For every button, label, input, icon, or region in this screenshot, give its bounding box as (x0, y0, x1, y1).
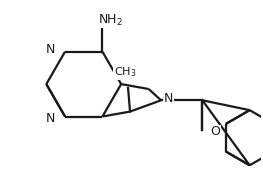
Text: N: N (46, 112, 55, 125)
Text: O: O (210, 125, 220, 138)
Text: N: N (46, 43, 55, 56)
Text: N: N (164, 92, 173, 105)
Text: NH$_2$: NH$_2$ (98, 13, 123, 28)
Text: CH$_3$: CH$_3$ (114, 65, 136, 79)
